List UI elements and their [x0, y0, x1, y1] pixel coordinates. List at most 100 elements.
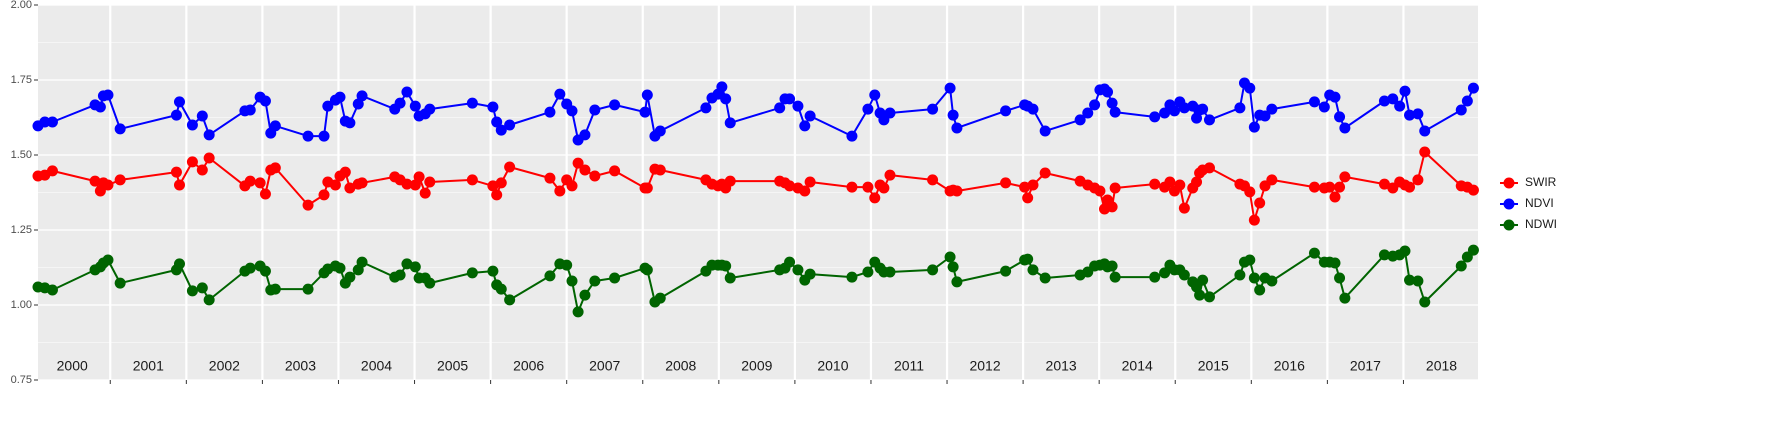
point: [846, 130, 858, 142]
point: [1149, 111, 1161, 123]
point: [862, 181, 874, 193]
point: [1308, 96, 1320, 108]
point: [504, 161, 516, 173]
year-label: 2007: [589, 358, 620, 374]
point: [869, 89, 881, 101]
point: [804, 268, 816, 280]
point: [927, 174, 939, 186]
year-label: 2017: [1350, 358, 1381, 374]
point: [1467, 184, 1479, 196]
point: [654, 164, 666, 176]
year-label: 2011: [894, 358, 924, 374]
point: [46, 116, 58, 128]
point: [466, 97, 478, 109]
point: [1254, 197, 1266, 209]
point: [269, 120, 281, 132]
point: [322, 100, 334, 112]
point: [302, 199, 314, 211]
point: [89, 175, 101, 187]
point: [244, 262, 256, 274]
point: [394, 269, 406, 281]
point: [344, 182, 356, 194]
point: [572, 306, 584, 318]
point: [318, 130, 330, 142]
point: [1334, 272, 1346, 284]
point: [1106, 260, 1118, 272]
point: [947, 261, 959, 273]
point: [884, 266, 896, 278]
point: [799, 185, 811, 197]
point: [1419, 296, 1431, 308]
point: [424, 103, 436, 115]
point: [487, 101, 499, 113]
point: [1178, 202, 1190, 214]
point: [1461, 95, 1473, 107]
point: [947, 109, 959, 121]
point: [186, 119, 198, 131]
year-label: 2001: [133, 358, 164, 374]
point: [1178, 269, 1190, 281]
point: [1244, 254, 1256, 266]
point: [173, 96, 185, 108]
point: [495, 177, 507, 189]
point: [1308, 181, 1320, 193]
point: [1027, 264, 1039, 276]
point: [1109, 182, 1121, 194]
point: [1412, 108, 1424, 120]
point: [1254, 284, 1266, 296]
point: [269, 162, 281, 174]
point: [1334, 181, 1346, 193]
point: [170, 166, 182, 178]
y-tick-label: 1.75: [11, 74, 32, 86]
point: [1019, 181, 1031, 193]
point: [1203, 162, 1215, 174]
legend-key: [1503, 198, 1515, 210]
point: [196, 110, 208, 122]
point: [203, 152, 215, 164]
point: [1244, 186, 1256, 198]
point: [1266, 275, 1278, 287]
point: [641, 182, 653, 194]
point: [1266, 174, 1278, 186]
point: [589, 170, 601, 182]
point: [401, 86, 413, 98]
point: [700, 102, 712, 114]
point: [1339, 122, 1351, 134]
point: [39, 116, 51, 128]
point: [1259, 110, 1271, 122]
point: [1106, 97, 1118, 109]
point: [318, 189, 330, 201]
point: [951, 122, 963, 134]
point: [544, 172, 556, 184]
point: [466, 267, 478, 279]
point: [951, 185, 963, 197]
point: [799, 120, 811, 132]
point: [1378, 249, 1390, 261]
point: [244, 104, 256, 116]
point: [1455, 104, 1467, 116]
point: [487, 180, 499, 192]
y-tick-label: 1.25: [11, 224, 32, 236]
point: [878, 182, 890, 194]
point: [203, 129, 215, 141]
point: [846, 271, 858, 283]
point: [170, 109, 182, 121]
point: [566, 105, 578, 117]
point: [173, 179, 185, 191]
point: [566, 180, 578, 192]
y-tick-label: 1.00: [11, 299, 32, 311]
point: [1039, 167, 1051, 179]
point: [1191, 176, 1203, 188]
year-label: 2008: [665, 358, 696, 374]
point: [1404, 274, 1416, 286]
point: [1178, 102, 1190, 114]
point: [1467, 82, 1479, 94]
point: [1197, 274, 1209, 286]
point: [1404, 181, 1416, 193]
point: [419, 187, 431, 199]
point: [1329, 257, 1341, 269]
point: [1378, 95, 1390, 107]
point: [102, 254, 114, 266]
point: [716, 81, 728, 93]
